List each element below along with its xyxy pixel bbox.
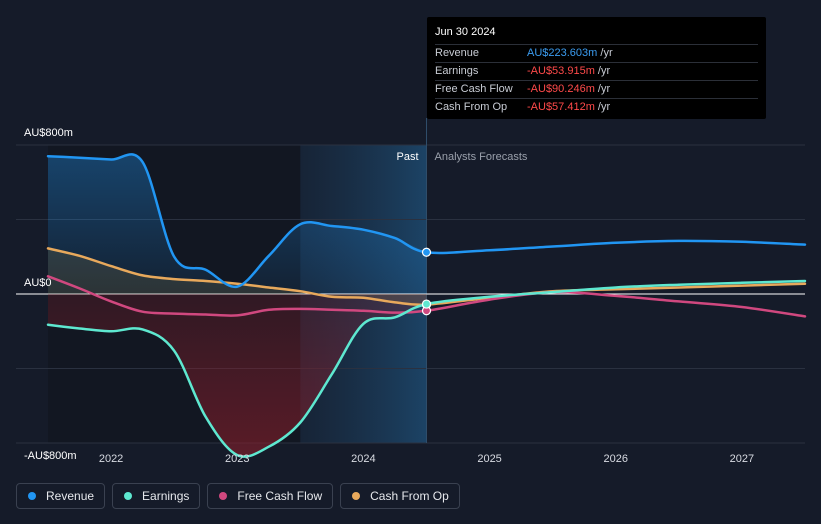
x-tick-label: 2022 bbox=[99, 453, 123, 465]
chart-canvas: AU$800m AU$0 -AU$800m 2022 2023 2024 2025 2026 2… bbox=[16, 118, 807, 465]
tooltip-row-value: -AU$90.246m bbox=[527, 83, 595, 95]
tooltip-row: Free Cash Flow -AU$90.246m /yr bbox=[435, 80, 758, 98]
tooltip-row-unit: /yr bbox=[594, 101, 611, 113]
tooltip-row-unit: /yr bbox=[594, 83, 611, 95]
data-tooltip: Jun 30 2024 Revenue AU$223.603m /yr Earnin… bbox=[427, 17, 766, 119]
tooltip-date: Jun 30 2024 bbox=[435, 26, 496, 38]
chart-legend: Revenue Earnings Free Cash Flow Cash From O… bbox=[16, 483, 460, 509]
legend-dot-icon bbox=[124, 492, 133, 500]
x-tick-label: 2024 bbox=[351, 453, 375, 465]
tooltip-row: Revenue AU$223.603m /yr bbox=[435, 44, 758, 62]
tooltip-row-label: Free Cash Flow bbox=[435, 83, 513, 95]
legend-dot-icon bbox=[219, 492, 228, 500]
tooltip-row-unit: /yr bbox=[594, 65, 611, 77]
x-tick-label: 2026 bbox=[604, 453, 628, 465]
tooltip-row-label: Earnings bbox=[435, 65, 479, 77]
legend-label: Cash From Op bbox=[370, 489, 449, 503]
legend-item-free-cash-flow[interactable]: Free Cash Flow bbox=[207, 483, 334, 509]
cash-from-op-area bbox=[48, 248, 427, 305]
legend-label: Free Cash Flow bbox=[237, 489, 323, 503]
revenue-line bbox=[46, 153, 807, 288]
cash-from-op-line bbox=[46, 247, 807, 307]
x-tick-label: 2025 bbox=[477, 453, 501, 465]
legend-item-cash-from-op[interactable]: Cash From Op bbox=[340, 483, 460, 509]
earnings-line bbox=[46, 279, 807, 458]
tooltip-row: Earnings -AU$53.915m /yr bbox=[435, 62, 758, 80]
legend-label: Revenue bbox=[46, 489, 95, 503]
legend-item-earnings[interactable]: Earnings bbox=[112, 483, 201, 509]
legend-dot-icon bbox=[28, 492, 36, 500]
x-tick-label: 2027 bbox=[730, 453, 754, 465]
tooltip-row-value: -AU$57.412m bbox=[527, 101, 595, 113]
revenue-area bbox=[48, 154, 427, 294]
tooltip-row-unit: /yr bbox=[597, 47, 613, 59]
x-tick-label: 2023 bbox=[225, 453, 249, 465]
legend-dot-icon bbox=[352, 492, 361, 500]
earnings-area bbox=[48, 294, 427, 457]
y-tick-label: AU$0 bbox=[24, 277, 52, 289]
legend-item-revenue[interactable]: Revenue bbox=[16, 483, 106, 509]
free-cash-flow-line bbox=[46, 275, 807, 318]
tooltip-row-value: AU$223.603m bbox=[527, 47, 598, 59]
revenue-marker bbox=[421, 247, 432, 257]
earnings-marker bbox=[421, 299, 432, 309]
tooltip-row: Cash From Op -AU$57.412m /yr bbox=[435, 98, 758, 116]
tooltip-row-value: -AU$53.915m bbox=[527, 65, 595, 77]
y-tick-label: AU$800m bbox=[24, 127, 73, 139]
legend-label: Earnings bbox=[142, 489, 190, 503]
forecast-label: Analysts Forecasts bbox=[435, 151, 528, 163]
past-label: Past bbox=[396, 151, 418, 163]
tooltip-row-label: Cash From Op bbox=[435, 101, 508, 113]
tooltip-row-label: Revenue bbox=[435, 47, 480, 59]
y-tick-label: -AU$800m bbox=[24, 450, 77, 462]
